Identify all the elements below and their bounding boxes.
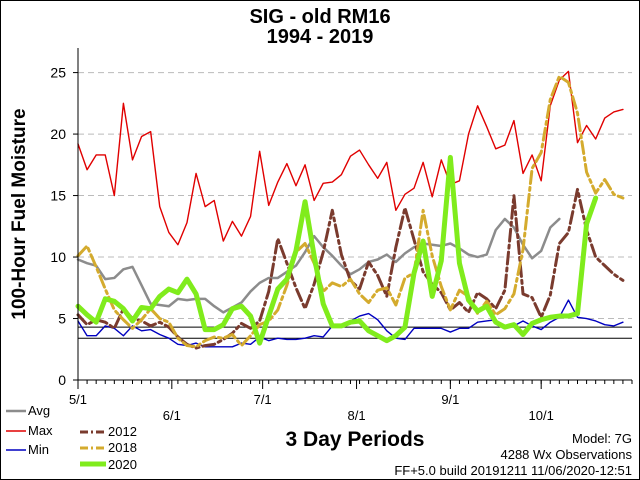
series-line-max [77, 70, 624, 246]
chart-subtitle: 1994 - 2019 [266, 26, 374, 48]
x-tick-label: 7/1 [254, 392, 272, 407]
y-tick-label: 5 [58, 311, 66, 327]
x-axis-label: 3 Day Periods [285, 428, 425, 451]
x-tick-label: 10/1 [529, 408, 554, 423]
legend-label-2012: 2012 [108, 424, 137, 439]
y-tick-label: 20 [50, 126, 66, 142]
model-info: Model: 7G [572, 431, 632, 446]
legend-layer [6, 409, 106, 467]
axis-layer: 0 5 10 15 20 25 5/1 6/1 7/1 8/1 9/1 10/1 [50, 48, 633, 423]
legend-label-2020: 2020 [108, 457, 137, 472]
x-tick-label: 5/1 [69, 392, 87, 407]
legend-label-max: Max [28, 423, 53, 438]
series-line-avg [76, 217, 561, 314]
build-info: FF+5.0 build 20191211 11/06/2020-12:51 [394, 463, 632, 478]
x-tick-label: 8/1 [348, 408, 366, 423]
legend-label-2018: 2018 [108, 440, 137, 455]
y-tick-label: 10 [50, 249, 66, 265]
x-tick-label: 9/1 [441, 392, 459, 407]
legend-label-min: Min [28, 442, 49, 457]
series-line-y2020 [75, 154, 599, 346]
observations-info: 4288 Wx Observations [500, 447, 632, 462]
y-tick-label: 25 [50, 65, 66, 81]
legend-label-avg: Avg [28, 403, 51, 418]
chart-title: SIG - old RM16 [249, 6, 391, 28]
series-line-y2018 [76, 74, 625, 349]
x-tick-label: 6/1 [163, 408, 181, 423]
y-tick-label: 0 [58, 372, 66, 388]
series-layer [75, 70, 625, 350]
y-tick-label: 15 [50, 188, 66, 204]
